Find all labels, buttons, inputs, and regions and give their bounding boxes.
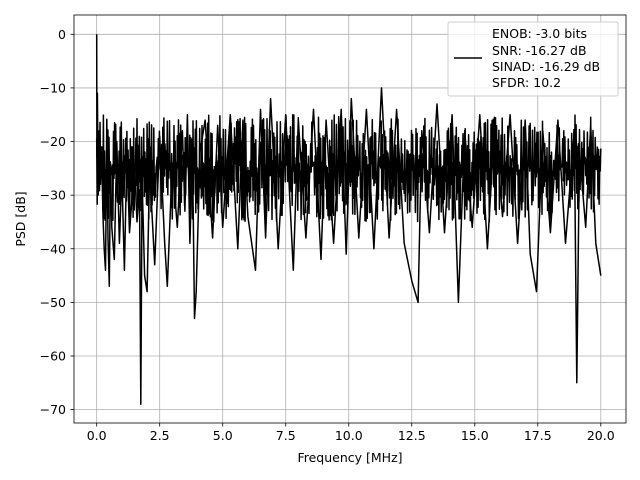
y-tick-label: −30 bbox=[40, 188, 66, 203]
legend-box bbox=[447, 21, 619, 97]
y-tick-label: −70 bbox=[40, 402, 66, 417]
y-tick-label: −20 bbox=[40, 134, 66, 149]
legend-line-sinad: SINAD: -16.29 dB bbox=[492, 59, 600, 74]
x-tick-label: 15.0 bbox=[461, 428, 489, 443]
legend-line-snr: SNR: -16.27 dB bbox=[492, 43, 587, 58]
x-tick-label: 10.0 bbox=[335, 428, 363, 443]
psd-series-line bbox=[95, 34, 602, 405]
y-tick-label: 0 bbox=[58, 27, 66, 42]
legend-line-sfdr: SFDR: 10.2 bbox=[492, 75, 561, 90]
legend: ENOB: -3.0 bits SNR: -16.27 dB SINAD: -1… bbox=[447, 21, 619, 97]
y-tick-label: −10 bbox=[40, 80, 66, 95]
psd-noise-band bbox=[95, 114, 602, 223]
x-tick-label: 7.5 bbox=[276, 428, 296, 443]
x-tick-label: 20.0 bbox=[587, 428, 615, 443]
x-tick-label: 17.5 bbox=[524, 428, 552, 443]
x-tick-label: 2.5 bbox=[150, 428, 170, 443]
y-tick-label: −50 bbox=[40, 295, 66, 310]
plot-area bbox=[95, 34, 602, 405]
legend-line-enob: ENOB: -3.0 bits bbox=[492, 26, 587, 41]
x-tick-label: 0.0 bbox=[87, 428, 107, 443]
y-axis-label: PSD [dB] bbox=[13, 191, 28, 246]
y-tick-label: −60 bbox=[40, 348, 66, 363]
x-tick-label: 12.5 bbox=[398, 428, 426, 443]
x-axis-label: Frequency [MHz] bbox=[297, 450, 402, 465]
axes-frame bbox=[73, 14, 627, 424]
axis-ticks: 0.0 2.5 5.0 7.5 10.0 12.5 15.0 17.5 20.0 0 −10 −20 −… bbox=[40, 27, 615, 443]
x-tick-label: 5.0 bbox=[213, 428, 233, 443]
y-tick-label: −40 bbox=[40, 241, 66, 256]
